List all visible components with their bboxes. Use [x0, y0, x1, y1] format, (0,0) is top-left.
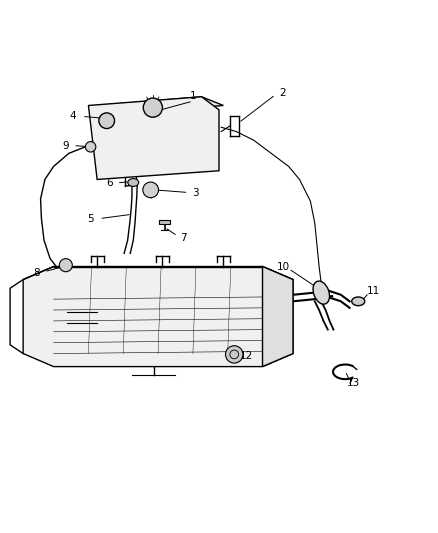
Circle shape	[226, 346, 243, 363]
Circle shape	[85, 142, 96, 152]
Text: 3: 3	[192, 188, 198, 198]
Text: 1: 1	[190, 91, 196, 101]
Circle shape	[99, 113, 115, 128]
Polygon shape	[23, 266, 293, 367]
Circle shape	[143, 98, 162, 117]
Ellipse shape	[352, 297, 365, 305]
Polygon shape	[262, 266, 293, 367]
Circle shape	[59, 259, 72, 272]
Polygon shape	[88, 97, 219, 180]
Text: 10: 10	[277, 262, 290, 271]
Text: 7: 7	[180, 233, 187, 243]
Text: 5: 5	[87, 214, 94, 224]
Text: 13: 13	[347, 378, 360, 388]
Text: 12: 12	[240, 351, 253, 361]
Text: 4: 4	[70, 111, 77, 122]
Text: 6: 6	[106, 178, 113, 188]
Circle shape	[143, 182, 159, 198]
Text: 9: 9	[63, 141, 69, 150]
Polygon shape	[159, 220, 170, 224]
Ellipse shape	[313, 281, 329, 304]
Text: 2: 2	[279, 88, 286, 98]
Polygon shape	[97, 97, 223, 114]
Text: 11: 11	[367, 286, 380, 296]
Ellipse shape	[128, 179, 139, 187]
Text: 8: 8	[33, 268, 39, 278]
